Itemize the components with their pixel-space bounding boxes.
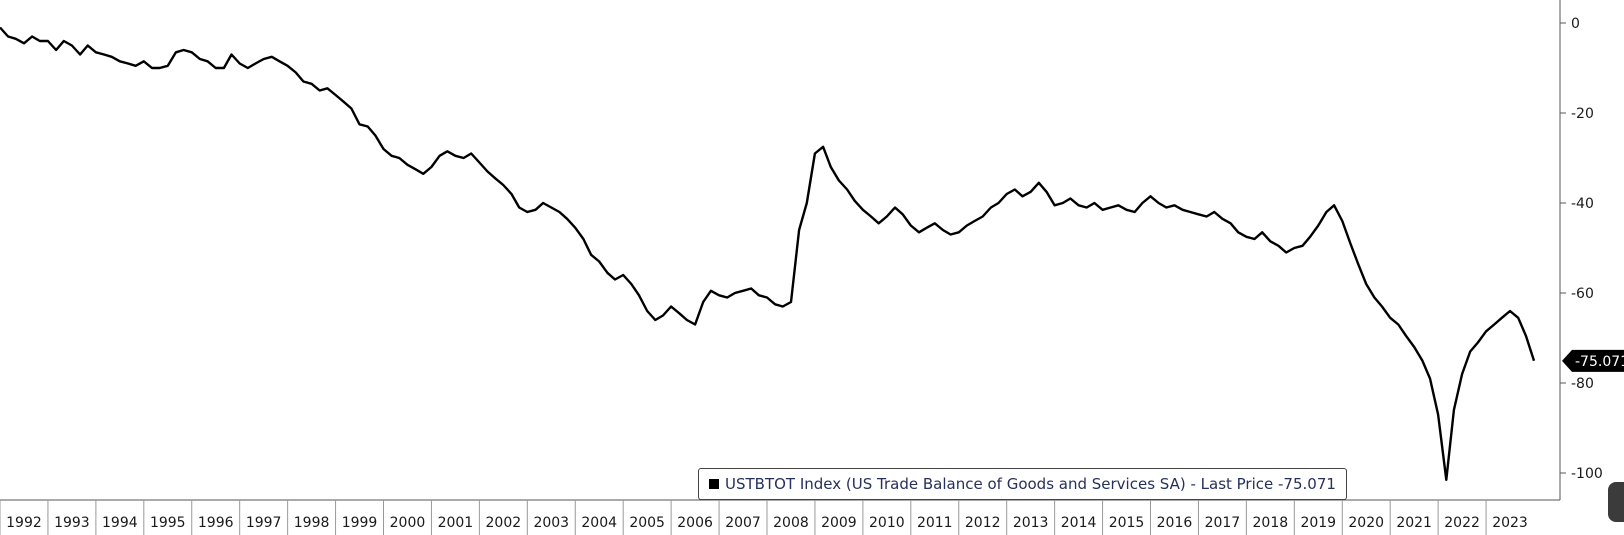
x-tick-label: 2002	[486, 515, 522, 531]
corner-tab-icon[interactable]	[1608, 482, 1624, 522]
y-tick-label: -40	[1571, 196, 1594, 212]
x-tick-label: 1995	[150, 515, 186, 531]
series-line	[0, 26, 1536, 481]
x-tick-label: 2000	[390, 515, 426, 531]
x-tick-label: 1993	[54, 515, 90, 531]
axes-layer	[0, 0, 1566, 535]
x-tick-label: 2006	[677, 515, 713, 531]
x-tick-label: 1997	[246, 515, 282, 531]
x-tick-label: 2017	[1205, 515, 1241, 531]
x-tick-label: 2016	[1157, 515, 1193, 531]
x-tick-label: 2018	[1253, 515, 1289, 531]
y-tick-label: -80	[1571, 376, 1594, 392]
labels-layer: 0 -20 -40 -60 -80 -100 1992 1993 1994 1995 1996 199…	[6, 16, 1624, 531]
last-price-label: -75.071	[1575, 354, 1624, 370]
x-tick-label: 1992	[6, 515, 42, 531]
x-tick-label: 2005	[629, 515, 665, 531]
chart-legend: USTBTOT Index (US Trade Balance of Goods…	[698, 468, 1347, 500]
x-tick-label: 2003	[533, 515, 569, 531]
x-tick-label: 2023	[1492, 515, 1528, 531]
series-layer	[0, 26, 1536, 481]
x-tick-label: 2008	[773, 515, 809, 531]
x-tick-label: 2001	[438, 515, 474, 531]
legend-text: USTBTOT Index (US Trade Balance of Goods…	[725, 475, 1336, 493]
x-tick-label: 2022	[1444, 515, 1480, 531]
x-tick-label: 2012	[965, 515, 1001, 531]
x-tick-label: 2014	[1061, 515, 1097, 531]
y-tick-label: -60	[1571, 286, 1594, 302]
x-tick-label: 1999	[342, 515, 378, 531]
x-tick-label: 2020	[1348, 515, 1384, 531]
x-tick-label: 1998	[294, 515, 330, 531]
x-tick-label: 2011	[917, 515, 953, 531]
x-tick-label: 2019	[1300, 515, 1336, 531]
x-tick-label: 2010	[869, 515, 905, 531]
x-tick-label: 2021	[1396, 515, 1432, 531]
x-tick-label: 2009	[821, 515, 857, 531]
x-tick-label: 2015	[1109, 515, 1145, 531]
x-tick-label: 1996	[198, 515, 234, 531]
last-price-tag	[1562, 349, 1624, 372]
y-tick-label: -100	[1571, 466, 1603, 482]
x-tick-label: 2007	[725, 515, 761, 531]
x-tick-label: 2004	[581, 515, 617, 531]
x-tick-label: 2013	[1013, 515, 1049, 531]
y-tick-label: 0	[1571, 16, 1580, 32]
y-tick-label: -20	[1571, 106, 1594, 122]
legend-swatch-icon	[709, 479, 719, 489]
x-tick-label: 1994	[102, 515, 138, 531]
